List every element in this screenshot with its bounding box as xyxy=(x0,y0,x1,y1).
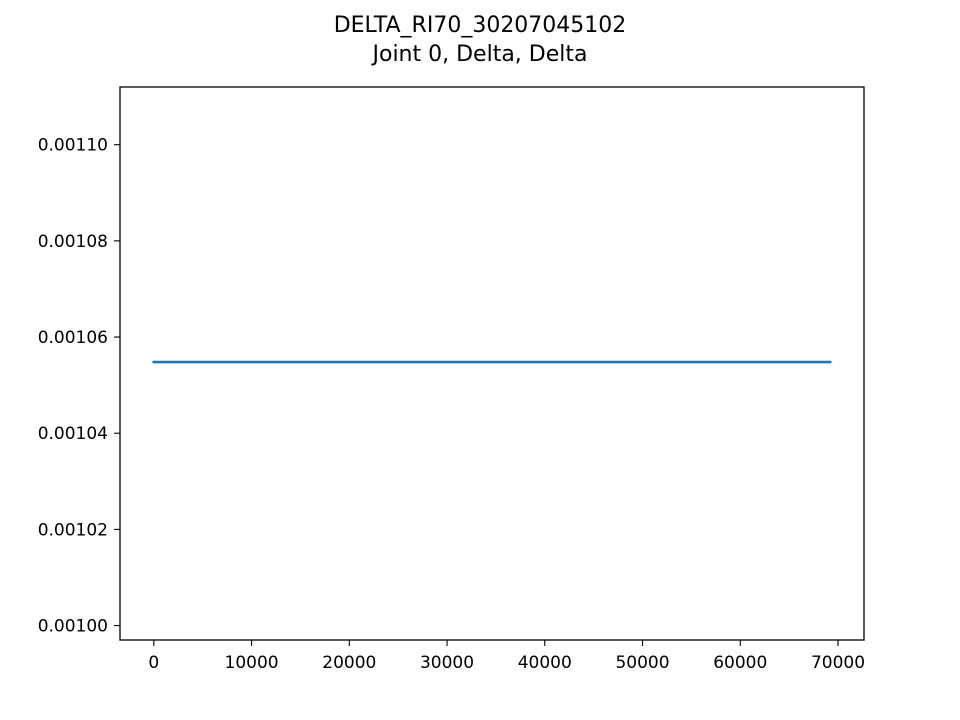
x-tick-label: 20000 xyxy=(322,653,376,673)
chart-title: DELTA_RI70_30207045102 xyxy=(334,13,627,38)
y-tick-label: 0.00108 xyxy=(38,232,108,252)
x-tick-label: 50000 xyxy=(615,653,669,673)
y-tick-label: 0.00102 xyxy=(38,520,108,540)
y-tick-label: 0.00100 xyxy=(38,617,108,637)
y-tick-label: 0.00110 xyxy=(38,136,108,156)
x-axis: 0 10000 20000 30000 40000 50000 60000 70000 xyxy=(148,640,865,673)
x-tick-label: 0 xyxy=(148,653,159,673)
y-tick-label: 0.00104 xyxy=(38,424,108,444)
y-axis: 0.00100 0.00102 0.00104 0.00106 0.00108 0.001… xyxy=(38,136,120,637)
x-tick-label: 30000 xyxy=(420,653,474,673)
x-tick-label: 10000 xyxy=(225,653,279,673)
x-tick-label: 40000 xyxy=(518,653,572,673)
plot-frame xyxy=(119,86,865,641)
x-tick-label: 70000 xyxy=(811,653,865,673)
y-tick-label: 0.00106 xyxy=(38,328,108,348)
x-tick-label: 60000 xyxy=(713,653,767,673)
chart-subtitle: Joint 0, Delta, Delta xyxy=(371,42,588,67)
